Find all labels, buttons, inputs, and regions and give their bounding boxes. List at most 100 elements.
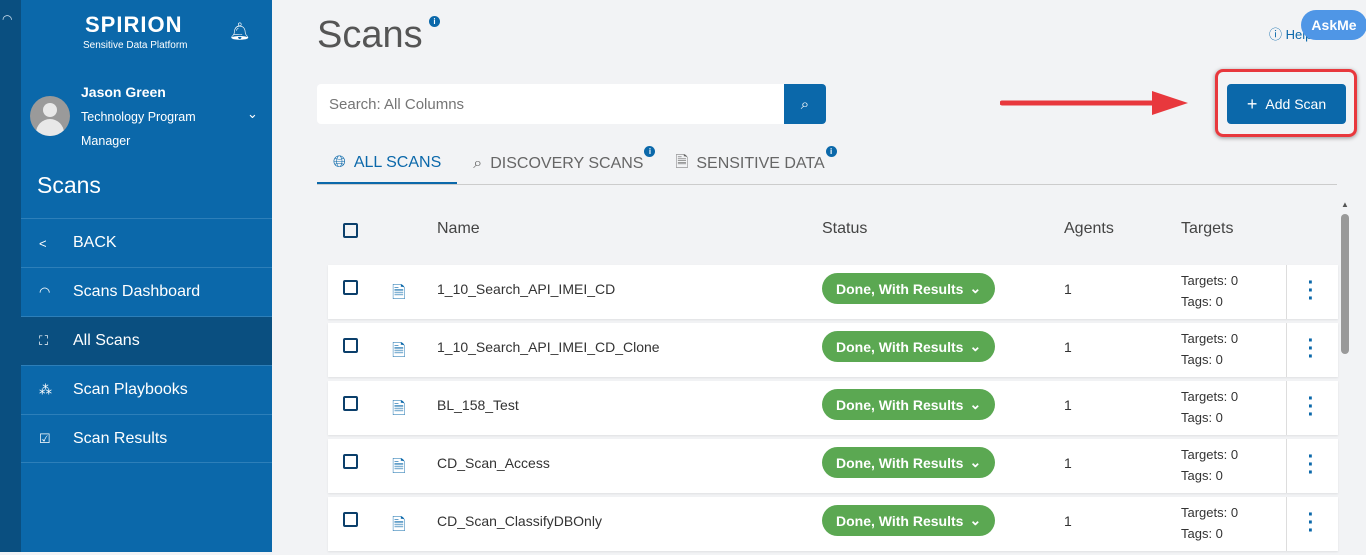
scrollbar-thumb[interactable] (1341, 214, 1349, 354)
targets-info: Targets: 0 Tags: 0 (1181, 447, 1239, 483)
scan-name[interactable]: CD_Scan_ClassifyDBOnly (437, 513, 602, 529)
row-checkbox[interactable] (343, 454, 358, 469)
status-badge[interactable]: Done, With Results ⌄ (822, 505, 996, 536)
status-badge[interactable]: Done, With Results ⌄ (822, 447, 996, 478)
playbook-icon: ⁂ (39, 382, 52, 397)
info-icon[interactable]: i (429, 16, 440, 27)
more-vertical-icon[interactable]: · · · (1307, 388, 1315, 426)
avatar[interactable] (30, 96, 70, 136)
sidebar: SPIRION Sensitive Data Platform 🔔︎ Jason… (21, 0, 272, 552)
scan-icon: ⛶ (39, 333, 49, 348)
scan-name[interactable]: 1_10_Search_API_IMEI_CD (437, 281, 616, 297)
targets-info: Targets: 0 Tags: 0 (1181, 273, 1239, 309)
scan-tabs: 🌐︎ ALL SCANS ⌕ DISCOVERY SCANS i 🗎 SENSITIVE… (317, 144, 1337, 185)
table-row[interactable]: 🗎 1_10_Search_API_IMEI_CD_Clone Done, Wi… (328, 323, 1338, 377)
status-badge[interactable]: Done, With Results ⌄ (822, 331, 996, 362)
document-search-icon: 🗎 (392, 341, 406, 360)
sidebar-item-all-scans[interactable]: ⛶ All Scans (21, 316, 272, 365)
row-checkbox[interactable] (343, 512, 358, 527)
chevron-down-icon: ⌄ (969, 454, 982, 470)
document-search-icon: 🗎 (392, 457, 406, 476)
tab-all-scans[interactable]: 🌐︎ ALL SCANS (317, 144, 458, 184)
spirion-logo: SPIRION Sensitive Data Platform (83, 12, 188, 51)
icon-rail: ◠ (0, 0, 21, 552)
row-checkbox[interactable] (343, 396, 358, 411)
info-icon[interactable]: i (644, 146, 656, 157)
row-checkbox[interactable] (343, 338, 358, 353)
gauge-icon[interactable]: ◠ (2, 12, 13, 26)
chevron-down-icon[interactable]: ⌄ (247, 106, 258, 121)
table-row[interactable]: 🗎 BL_158_Test Done, With Results ⌄ 1 Targ… (328, 381, 1338, 435)
divider (1286, 265, 1287, 319)
sidebar-item-back[interactable]: < BACK (21, 218, 272, 267)
divider (1286, 497, 1287, 551)
search-button[interactable]: ⌕ (784, 84, 826, 124)
column-agents[interactable]: Agents (1064, 220, 1114, 237)
column-name[interactable]: Name (437, 220, 480, 237)
plus-icon: + (1246, 93, 1258, 114)
annotation-highlight (1215, 69, 1357, 137)
chevron-down-icon: ⌄ (969, 396, 982, 412)
divider (1286, 439, 1287, 493)
chevron-down-icon: ⌄ (969, 280, 982, 296)
annotation-arrow (1000, 91, 1188, 115)
search-input[interactable] (317, 84, 784, 124)
column-status[interactable]: Status (822, 220, 868, 237)
scan-name[interactable]: BL_158_Test (437, 397, 519, 413)
row-checkbox[interactable] (343, 280, 358, 295)
document-search-icon: 🗎 (392, 399, 406, 418)
targets-info: Targets: 0 Tags: 0 (1181, 331, 1239, 367)
column-targets[interactable]: Targets (1181, 220, 1234, 237)
sidebar-item-scan-results[interactable]: ☑ Scan Results (21, 414, 272, 463)
more-vertical-icon[interactable]: · · · (1307, 272, 1315, 310)
chevron-down-icon: ⌄ (969, 512, 982, 528)
check-square-icon: ☑ (39, 430, 51, 446)
status-badge[interactable]: Done, With Results ⌄ (822, 389, 996, 420)
gauge-icon: ◠ (39, 284, 51, 299)
chevron-down-icon: ⌄ (969, 338, 982, 354)
table-header: Name Status Agents Targets (328, 210, 1338, 250)
add-scan-button[interactable]: + Add Scan (1227, 84, 1346, 124)
agents-count: 1 (1064, 397, 1072, 413)
table-row[interactable]: 🗎 CD_Scan_Access Done, With Results ⌄ 1 T… (328, 439, 1338, 493)
askme-button[interactable]: AskMe (1301, 10, 1366, 40)
more-vertical-icon[interactable]: · · · (1307, 330, 1315, 368)
user-name: Jason Green (81, 84, 166, 100)
status-badge[interactable]: Done, With Results ⌄ (822, 273, 996, 304)
document-search-icon: 🗎 (392, 515, 406, 534)
document-search-icon: 🗎 (392, 283, 406, 302)
search-icon: ⌕ (800, 95, 810, 113)
agents-count: 1 (1064, 455, 1072, 471)
agents-count: 1 (1064, 513, 1072, 529)
table-row[interactable]: 🗎 CD_Scan_ClassifyDBOnly Done, With Resu… (328, 497, 1338, 551)
targets-info: Targets: 0 Tags: 0 (1181, 505, 1239, 541)
bell-icon[interactable]: 🔔︎ (229, 22, 251, 41)
scrollbar[interactable]: ▲ (1338, 196, 1352, 552)
more-vertical-icon[interactable]: · · · (1307, 504, 1315, 542)
scan-list: 🗎 1_10_Search_API_IMEI_CD Done, With Res… (328, 265, 1338, 555)
scroll-up-icon[interactable]: ▲ (1341, 200, 1349, 209)
globe-icon: 🌐︎ (333, 154, 346, 171)
sidebar-item-scan-playbooks[interactable]: ⁂ Scan Playbooks (21, 365, 272, 414)
targets-info: Targets: 0 Tags: 0 (1181, 389, 1239, 425)
agents-count: 1 (1064, 339, 1072, 355)
section-title: Scans (37, 172, 101, 198)
info-icon[interactable]: i (825, 146, 837, 157)
user-role: Technology Program Manager (81, 110, 196, 148)
document-search-icon: 🗎 (675, 153, 689, 171)
search-icon: ⌕ (473, 155, 483, 172)
table-row[interactable]: 🗎 1_10_Search_API_IMEI_CD Done, With Res… (328, 265, 1338, 319)
divider (1286, 323, 1287, 377)
tab-sensitive-data[interactable]: 🗎 SENSITIVE DATA i (659, 144, 840, 184)
select-all-checkbox[interactable] (343, 223, 358, 238)
more-vertical-icon[interactable]: · · · (1307, 446, 1315, 484)
chevron-left-icon: < (39, 235, 47, 251)
divider (1286, 381, 1287, 435)
scan-name[interactable]: 1_10_Search_API_IMEI_CD_Clone (437, 339, 660, 355)
help-icon: ⓘ (1269, 27, 1283, 42)
scan-name[interactable]: CD_Scan_Access (437, 455, 550, 471)
sidebar-item-scans-dashboard[interactable]: ◠ Scans Dashboard (21, 267, 272, 316)
page-title: Scans i (317, 14, 440, 57)
tab-discovery-scans[interactable]: ⌕ DISCOVERY SCANS i (457, 144, 659, 184)
